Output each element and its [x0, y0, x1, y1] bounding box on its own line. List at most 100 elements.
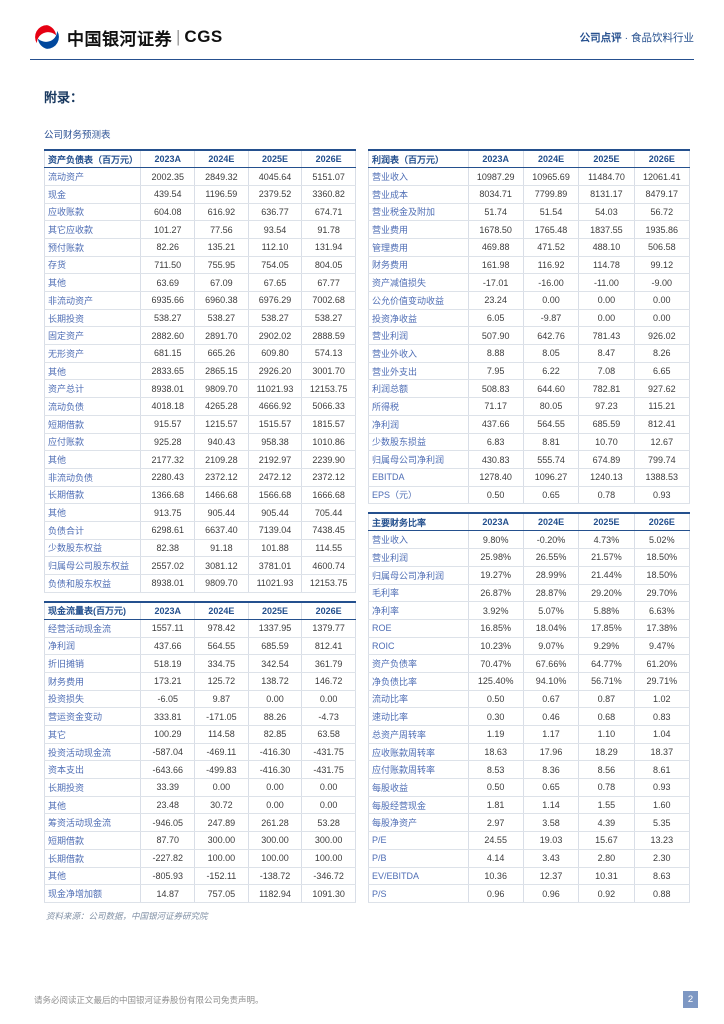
- key-ratios-table: 主要财务比率 2023A 2024E 2025E 2026E 营业收入 9.80% -0.20…: [368, 512, 691, 903]
- cell-value: 685.59: [247, 637, 302, 656]
- row-label: 其他: [43, 867, 141, 886]
- cell-value: 0.46: [522, 707, 579, 726]
- table-row: 营业费用 1678.50 1765.48 1837.55 1935.86: [368, 220, 691, 239]
- cell-value: -587.04: [140, 743, 195, 762]
- table-row: 净利润 437.66 564.55 685.59 812.41: [368, 415, 691, 434]
- row-label: 应收账款周转率: [368, 743, 468, 762]
- cell-value: 755.95: [194, 256, 249, 275]
- cell-value: -643.66: [140, 760, 195, 780]
- row-label: 其他: [43, 273, 141, 292]
- cell-value: 114.58: [194, 725, 249, 744]
- table-row: P/B 4.14 3.43 2.80 2.30: [368, 849, 691, 868]
- cell-value: 1010.86: [301, 433, 356, 452]
- cell-value: 300.00: [247, 831, 302, 850]
- cell-value: 0.50: [467, 486, 524, 505]
- cell-value: 0.83: [633, 707, 691, 726]
- cell-value: 8479.17: [633, 185, 691, 204]
- column-header: 2024E: [194, 149, 249, 169]
- row-label: 固定资产: [43, 326, 141, 346]
- cell-value: 8034.71: [467, 185, 524, 204]
- cell-value: 978.42: [194, 619, 249, 638]
- cell-value: 12.37: [522, 867, 579, 886]
- table-row: 速动比率 0.30 0.46 0.68 0.83: [368, 707, 691, 726]
- cell-value: 2902.02: [247, 326, 302, 346]
- table-row: 负债合计 6298.61 6637.40 7139.04 7438.45: [43, 521, 356, 540]
- cell-value: -6.05: [140, 690, 195, 709]
- cell-value: 9809.70: [194, 379, 249, 399]
- table-row: 长期借款 -227.82 100.00 100.00 100.00: [43, 849, 356, 868]
- cell-value: 342.54: [247, 654, 302, 673]
- cell-value: 0.78: [578, 778, 635, 797]
- row-label: 应付账款: [43, 433, 141, 452]
- table-row: 每股经营现金 1.81 1.14 1.55 1.60: [368, 796, 691, 815]
- cell-value: 1278.40: [467, 468, 524, 487]
- cell-value: 10.23%: [467, 637, 524, 656]
- cell-value: 1091.30: [301, 884, 356, 903]
- cell-value: 958.38: [247, 433, 302, 452]
- cell-value: 63.69: [140, 273, 195, 292]
- table-row: 固定资产 2882.60 2891.70 2902.02 2888.59: [43, 326, 356, 346]
- cell-value: 116.92: [522, 256, 579, 275]
- cell-value: 0.50: [467, 690, 524, 709]
- cell-value: 15.67: [578, 831, 635, 850]
- column-header: 2023A: [140, 149, 195, 169]
- cell-value: 781.43: [578, 326, 635, 346]
- cell-value: 0.00: [247, 796, 302, 815]
- row-label: 其他: [43, 450, 141, 469]
- cell-value: 518.19: [140, 654, 195, 673]
- cell-value: 905.44: [247, 503, 302, 522]
- row-label: 非流动负债: [43, 468, 141, 487]
- table-row: 营业外支出 7.95 6.22 7.08 6.65: [368, 362, 691, 381]
- cell-value: 1.14: [522, 796, 579, 815]
- row-label: 预付账款: [43, 238, 141, 257]
- table-row: 资产减值损失 -17.01 -16.00 -11.00 -9.00: [368, 273, 691, 292]
- row-label: P/B: [368, 849, 468, 868]
- cell-value: 30.72: [194, 796, 249, 815]
- row-label: 长期借款: [43, 486, 141, 505]
- cell-value: 11484.70: [578, 167, 635, 186]
- cell-value: 101.27: [140, 220, 195, 239]
- column-header: 2026E: [301, 149, 356, 169]
- table-row: ROIC 10.23% 9.07% 9.29% 9.47%: [368, 637, 691, 656]
- report-header: 中国银河证券 | CGS 公司点评 · 食品饮料行业: [0, 0, 724, 50]
- row-label: 营运资金变动: [43, 707, 141, 726]
- cell-value: 4265.28: [194, 397, 249, 416]
- row-label: 管理费用: [368, 238, 468, 257]
- table-row: 投资损失 -6.05 9.87 0.00 0.00: [43, 690, 356, 709]
- cell-value: 17.38%: [633, 619, 691, 638]
- row-label: 其他: [43, 796, 141, 815]
- cell-value: 67.77: [301, 273, 356, 292]
- cell-value: 77.56: [194, 220, 249, 239]
- row-label: 公允价值变动收益: [368, 291, 468, 310]
- row-label: 资产减值损失: [368, 273, 468, 292]
- cell-value: 97.23: [578, 397, 635, 416]
- report-type-label: 公司点评: [579, 31, 622, 44]
- cell-value: 1678.50: [467, 220, 524, 239]
- row-label: 其他: [43, 362, 141, 381]
- cell-value: 3.92%: [467, 601, 524, 620]
- cell-value: 927.62: [633, 379, 691, 399]
- cell-value: 138.72: [247, 672, 302, 691]
- cell-value: 469.88: [467, 238, 524, 257]
- row-label: 应收账款: [43, 203, 141, 222]
- table-header-row: 资产负债表（百万元） 2023A 2024E 2025E 2026E: [43, 149, 356, 169]
- cell-value: 1096.27: [522, 468, 579, 487]
- row-label: 筹资活动现金流: [43, 813, 141, 833]
- cell-value: 28.99%: [522, 566, 579, 585]
- cell-value: 8.63: [633, 867, 691, 886]
- cell-value: 12153.75: [301, 574, 356, 593]
- cgs-logo-icon: [34, 24, 60, 50]
- column-header: 2025E: [578, 149, 635, 169]
- cell-value: 24.55: [467, 831, 524, 850]
- cell-value: 2472.12: [247, 468, 302, 487]
- cell-value: 4018.18: [140, 397, 195, 416]
- cell-value: 125.72: [194, 672, 249, 691]
- table-row: EV/EBITDA 10.36 12.37 10.31 8.63: [368, 867, 691, 886]
- cell-value: 12.67: [633, 433, 691, 452]
- table-row: 其他 -805.93 -152.11 -138.72 -346.72: [43, 867, 356, 886]
- source-note: 资料来源：公司数据，中国银河证券研究院: [46, 910, 208, 921]
- cell-value: 616.92: [194, 203, 249, 222]
- cash-flow-table: 现金流量表(百万元) 2023A 2024E 2025E 2026E 经营活动现金流 155…: [43, 600, 356, 903]
- cell-value: 12153.75: [301, 379, 356, 399]
- row-label: 其它应收款: [43, 220, 141, 239]
